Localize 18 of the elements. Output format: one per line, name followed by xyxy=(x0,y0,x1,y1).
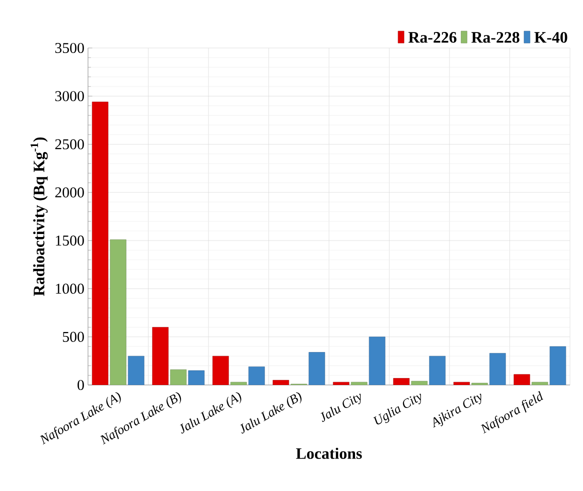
y-tick-label: 500 xyxy=(62,332,84,342)
y-tick-label: 2000 xyxy=(55,187,84,198)
y-tick-label: 3000 xyxy=(55,91,84,102)
x-tick-label: Jalu Lake (A) xyxy=(180,392,242,434)
y-axis-title: Radioactivity (Bq Kg$^{-1}$) xyxy=(30,137,48,296)
x-tick-label: Jalu Lake (B) xyxy=(240,392,302,434)
y-tick-label: 0 xyxy=(78,380,84,390)
legend-label: K-40 xyxy=(534,32,568,43)
x-tick-label: Uglia City xyxy=(373,394,421,424)
y-tick-label: 1000 xyxy=(56,284,84,294)
y-tick-label: 3500 xyxy=(55,42,84,54)
legend-label: Ra-228 xyxy=(471,32,520,43)
x-tick-label: Ajkira City xyxy=(433,394,482,428)
y-tick-label: 1500 xyxy=(56,236,84,246)
x-tick-label: Jalu City xyxy=(320,394,361,422)
x-axis-title: Locations xyxy=(296,448,362,459)
y-tick-label: 2500 xyxy=(55,139,84,150)
legend-label: Ra-226 xyxy=(408,32,456,43)
